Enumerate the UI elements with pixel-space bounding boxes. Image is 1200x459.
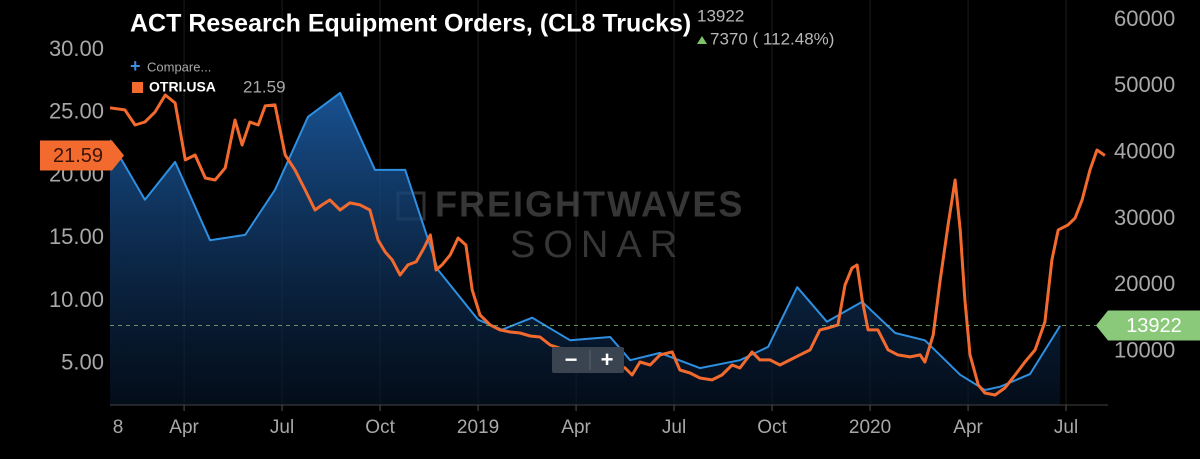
y-tick-label: 10.00 xyxy=(49,287,104,312)
zoom-in-button[interactable]: + xyxy=(601,347,614,372)
x-tick-label: Jul xyxy=(1054,417,1078,438)
up-arrow xyxy=(697,36,707,44)
header-value: 13922 xyxy=(697,6,744,25)
y2-tick-label: 60000 xyxy=(1114,6,1175,31)
axes: 8 Apr Jul Oct 2019 Apr Jul Oct 2020 Apr Jul 5.00 10.… xyxy=(49,6,1175,438)
x-tick-label: Apr xyxy=(169,417,199,438)
chart-title: ACT Research Equipment Orders, (CL8 Truc… xyxy=(130,10,691,38)
area xyxy=(110,92,1061,405)
y-tick-label: 30.00 xyxy=(49,36,104,61)
legend-label: OTRI.USA xyxy=(149,79,216,95)
watermark-text: SONAR xyxy=(510,224,685,266)
zoom-bg xyxy=(552,347,624,373)
y2-tick-label: 10000 xyxy=(1114,337,1175,362)
y-tick-label: 25.00 xyxy=(49,99,104,124)
x-tick-label: 2020 xyxy=(849,417,891,438)
header-change: 7370 ( 112.48%) xyxy=(710,29,834,48)
grid xyxy=(183,0,1067,405)
y-tick-label: 15.00 xyxy=(49,224,104,249)
x-tick-label: 2019 xyxy=(457,417,499,438)
x-tick-label: Apr xyxy=(561,417,591,438)
last-value-tag xyxy=(40,140,124,171)
legend-swatch xyxy=(132,82,143,93)
x-tick-label: Jul xyxy=(662,417,686,438)
x-tick-label: Oct xyxy=(757,417,787,438)
x-tick-label: Oct xyxy=(365,417,395,438)
watermark-text: FREIGHTWAVES xyxy=(435,184,744,225)
last-value-label: 13922 xyxy=(1126,315,1182,337)
last-value-tag xyxy=(1096,310,1200,341)
line xyxy=(110,91,1062,391)
line xyxy=(110,93,1106,397)
last-value-label: 21.59 xyxy=(53,145,103,167)
compare-icon[interactable]: + xyxy=(130,56,141,76)
x-tick-label: 8 xyxy=(113,417,124,438)
x-tick-label: Apr xyxy=(953,417,983,438)
y2-tick-label: 20000 xyxy=(1114,271,1175,296)
y-tick-label: 5.00 xyxy=(61,350,104,375)
compare-button[interactable]: Compare... xyxy=(147,59,211,74)
y2-tick-label: 30000 xyxy=(1114,205,1175,230)
plot xyxy=(110,91,1106,405)
zoom-controls: − + xyxy=(552,347,624,373)
legend-value: 21.59 xyxy=(243,77,286,96)
y2-tick-label: 40000 xyxy=(1114,138,1175,163)
x-tick-label: Jul xyxy=(270,417,294,438)
y2-tick-label: 50000 xyxy=(1114,72,1175,97)
zoom-out-button[interactable]: − xyxy=(565,347,578,372)
